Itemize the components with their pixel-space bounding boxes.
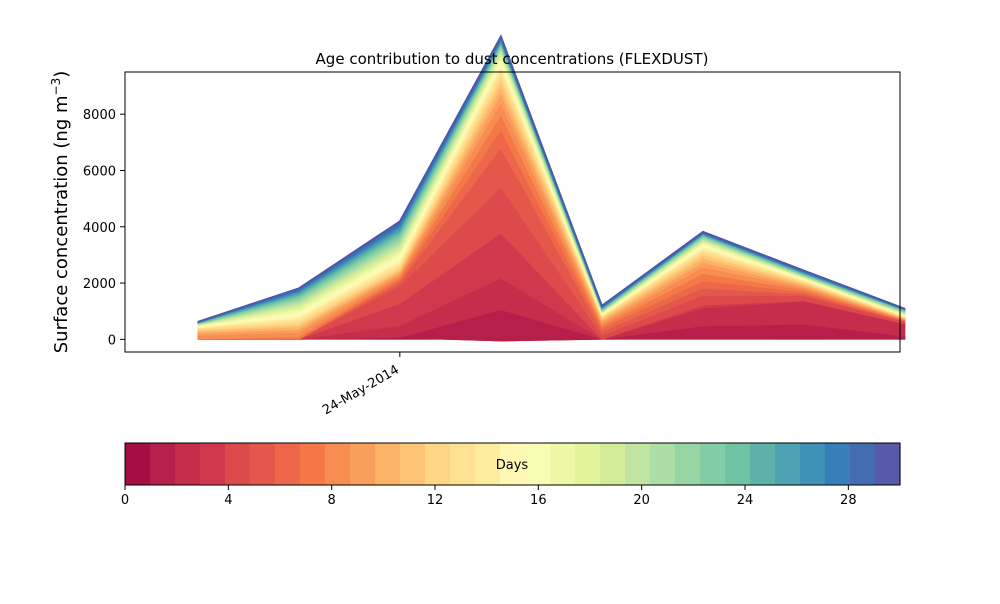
colorbar-segment-21 [650, 443, 676, 485]
colorbar-segment-9 [350, 443, 376, 485]
colorbar-segment-4 [225, 443, 251, 485]
y-tick-label: 0 [108, 333, 116, 348]
colorbar-segment-22 [675, 443, 701, 485]
colorbar-segment-8 [325, 443, 351, 485]
colorbar-segment-23 [700, 443, 726, 485]
colorbar-segment-25 [750, 443, 776, 485]
area-top-outline [197, 34, 906, 323]
colorbar-label: Days [496, 458, 529, 473]
colorbar-segment-7 [300, 443, 326, 485]
colorbar-segment-19 [600, 443, 626, 485]
colorbar-tick-label: 0 [121, 493, 129, 508]
colorbar-segment-15 [500, 443, 526, 485]
colorbar-segment-6 [275, 443, 301, 485]
colorbar [124, 442, 901, 486]
colorbar-segment-11 [400, 443, 426, 485]
colorbar-tick-label: 20 [633, 493, 650, 508]
colorbar-segment-0 [125, 443, 151, 485]
y-tick-label: 8000 [83, 108, 116, 123]
colorbar-segment-14 [475, 443, 501, 485]
y-axis-label-main: Surface concentration (ng m [51, 95, 72, 353]
colorbar-segment-1 [150, 443, 176, 485]
colorbar-segment-16 [525, 443, 551, 485]
y-tick-label: 6000 [83, 164, 116, 179]
colorbar-segment-27 [800, 443, 826, 485]
colorbar-tick-label: 12 [427, 493, 444, 508]
colorbar-segment-2 [175, 443, 201, 485]
colorbar-tick-label: 8 [328, 493, 336, 508]
colorbar-segment-20 [625, 443, 651, 485]
y-tick-label: 2000 [83, 277, 116, 292]
colorbar-segment-5 [250, 443, 276, 485]
chart-title: Age contribution to dust concentrations … [316, 50, 709, 68]
colorbar-axis: 0 4 8 12 16 20 24 28 [121, 485, 857, 508]
y-tick-label: 4000 [83, 221, 116, 236]
colorbar-segment-10 [375, 443, 401, 485]
colorbar-segment-24 [725, 443, 751, 485]
colorbar-segment-28 [825, 443, 851, 485]
colorbar-tick-label: 16 [530, 493, 547, 508]
y-axis-label-tail: ) [51, 71, 72, 78]
plot-frame [124, 71, 901, 353]
colorbar-tick-label: 28 [840, 493, 857, 508]
x-axis: 24-May-2014 [320, 352, 402, 418]
y-axis: 0 2000 4000 6000 8000 [83, 108, 125, 348]
colorbar-segment-30 [875, 443, 901, 485]
colorbar-tick-label: 24 [737, 493, 754, 508]
x-tick-label: 24-May-2014 [320, 362, 402, 418]
colorbar-segment-17 [550, 443, 576, 485]
colorbar-segment-26 [775, 443, 801, 485]
colorbar-segment-3 [200, 443, 226, 485]
colorbar-segment-13 [450, 443, 476, 485]
stacked-area-bands [197, 34, 906, 342]
colorbar-frame [124, 442, 901, 486]
colorbar-segment-29 [850, 443, 876, 485]
colorbar-segment-18 [575, 443, 601, 485]
y-axis-label-exponent: −3 [49, 78, 63, 96]
colorbar-segment-12 [425, 443, 451, 485]
y-axis-label: Surface concentration (ng m−3) [49, 71, 72, 354]
colorbar-tick-label: 4 [224, 493, 232, 508]
